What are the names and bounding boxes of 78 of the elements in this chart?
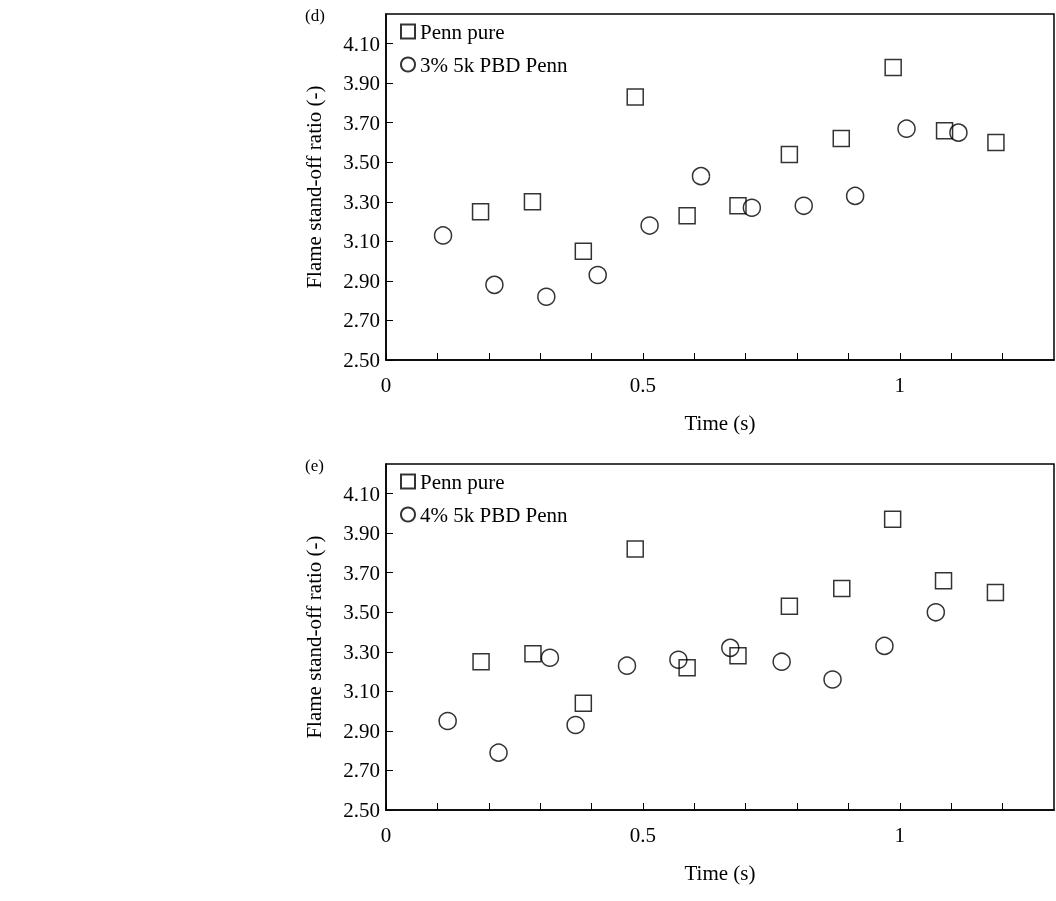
y-tick-label: 3.90 (343, 71, 380, 96)
point (626, 540, 644, 558)
point (934, 571, 953, 590)
point (935, 121, 954, 140)
x-tick-label: 1 (894, 822, 906, 847)
legend-label: Penn pure (420, 19, 505, 44)
legend-label: 3% 5k PBD Penn (420, 52, 569, 77)
y-tick-label: 3.10 (343, 229, 380, 254)
point (485, 275, 504, 295)
y-axis-title: Flame stand-off ratio (-) (301, 535, 326, 739)
legend-label: 4% 5k PBD Penn (420, 502, 569, 527)
point (433, 226, 453, 245)
y-tick-label: 4.10 (343, 481, 380, 506)
point (742, 198, 762, 218)
point (678, 206, 696, 225)
point (897, 119, 916, 138)
legend-label: Penn pure (420, 469, 505, 494)
point (574, 242, 593, 261)
y-tick-label: 2.90 (343, 268, 380, 293)
point (540, 648, 560, 668)
point (566, 715, 585, 735)
y-tick-label: 3.50 (343, 150, 380, 175)
point (523, 193, 542, 211)
point (986, 583, 1005, 602)
point (640, 216, 659, 235)
y-tick-label: 2.50 (343, 798, 380, 822)
point (678, 658, 696, 677)
y-tick-label: 3.30 (343, 189, 380, 214)
point (875, 636, 894, 656)
y-tick-label: 3.70 (343, 560, 380, 585)
point (617, 656, 637, 675)
point (845, 186, 865, 206)
point (949, 123, 968, 142)
point (794, 196, 814, 216)
point (471, 202, 490, 221)
point (438, 711, 457, 731)
point (729, 197, 747, 215)
x-tick-label: 0 (380, 822, 392, 847)
point (472, 652, 490, 671)
point (883, 510, 902, 529)
point (524, 645, 542, 663)
x-tick-label: 1 (894, 372, 906, 397)
point (780, 597, 799, 616)
y-tick-label: 2.70 (343, 308, 380, 333)
chart-title: (e) (305, 456, 324, 475)
chart-title: (d) (305, 6, 325, 25)
y-tick-label: 2.50 (343, 348, 380, 372)
x-tick-label: 0.5 (629, 372, 657, 397)
y-tick-label: 3.30 (343, 639, 380, 664)
x-axis-title: Time (s) (684, 410, 756, 435)
point (884, 58, 902, 77)
point (537, 287, 556, 306)
x-tick-label: 0.5 (629, 822, 657, 847)
point (626, 88, 644, 106)
point (823, 670, 842, 689)
point (987, 133, 1005, 152)
y-tick-label: 2.90 (343, 718, 380, 743)
point (588, 265, 607, 285)
point (691, 166, 711, 186)
point (832, 129, 851, 148)
point (489, 743, 508, 762)
y-axis-title: Flame stand-off ratio (-) (301, 85, 326, 289)
y-tick-label: 4.10 (343, 31, 380, 56)
y-tick-label: 3.10 (343, 679, 380, 704)
y-tick-label: 3.70 (343, 110, 380, 135)
y-tick-label: 2.70 (343, 758, 380, 783)
point (729, 647, 747, 665)
point (574, 694, 593, 712)
point (926, 603, 946, 622)
y-tick-label: 3.50 (343, 600, 380, 625)
point (721, 638, 740, 658)
point (669, 650, 688, 669)
point (772, 652, 791, 671)
y-tick-label: 3.90 (343, 521, 380, 546)
point (780, 145, 799, 164)
point (833, 579, 851, 598)
x-tick-label: 0 (380, 372, 392, 397)
x-axis-title: Time (s) (684, 860, 756, 885)
